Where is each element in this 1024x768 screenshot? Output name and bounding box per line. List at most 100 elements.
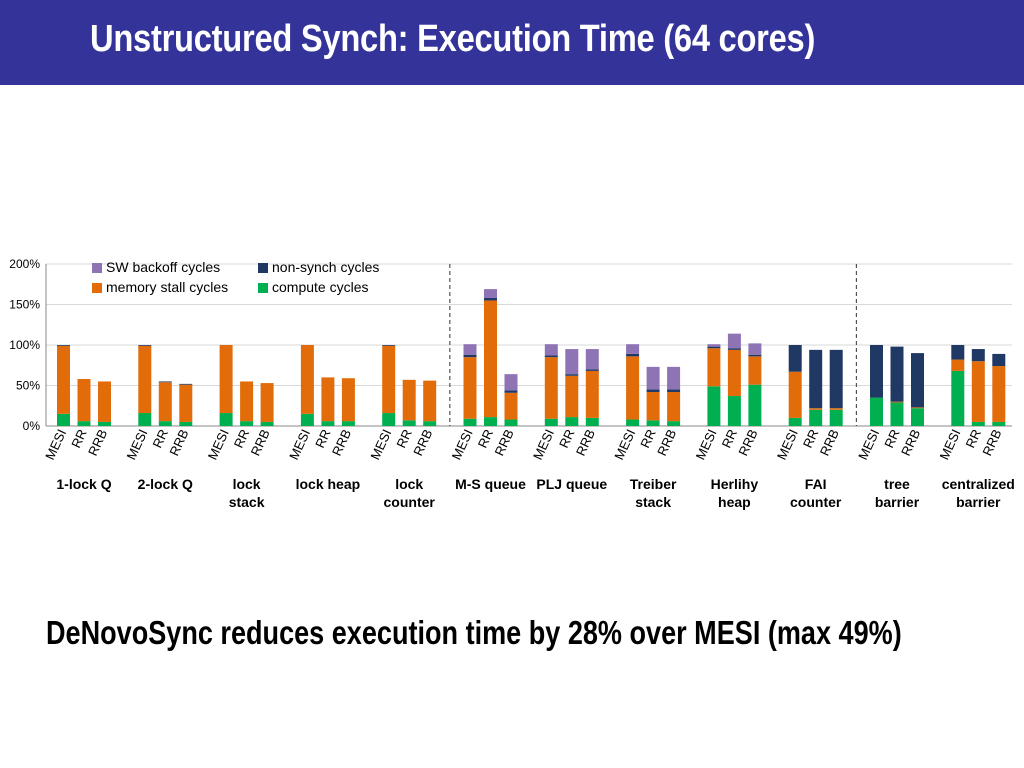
bar-segment-compute xyxy=(484,417,497,426)
bar-segment-non-synch xyxy=(809,349,823,409)
bar-segment-memory-stall xyxy=(402,379,416,421)
bar-segment-compute xyxy=(544,418,558,426)
config-label: RRB xyxy=(85,427,110,458)
group-label: M-S queue xyxy=(455,476,526,492)
bar-segment-compute xyxy=(667,421,681,426)
bar-segment-compute xyxy=(321,421,335,426)
y-axis-ticks: 0% 50% 100% 150% 200% xyxy=(9,257,40,433)
config-label: RR xyxy=(962,427,984,450)
bar-segment-non-synch xyxy=(911,353,924,408)
legend-label: SW backoff cycles xyxy=(106,259,220,275)
legend-label: non-synch cycles xyxy=(272,259,379,275)
bar-segment-compute xyxy=(158,421,172,426)
bar-segment-memory-stall xyxy=(667,391,681,422)
bar-segment-compute xyxy=(870,397,883,426)
config-label: RRB xyxy=(410,427,435,458)
config-label: RR xyxy=(556,427,578,450)
bar-segment-memory-stall xyxy=(565,375,579,418)
group-separators xyxy=(449,264,857,426)
config-label: MESI xyxy=(611,427,638,462)
bar-segment-compute xyxy=(423,421,437,426)
config-label: MESI xyxy=(449,427,476,462)
legend-label: memory stall cycles xyxy=(106,279,228,295)
config-label: MESI xyxy=(205,427,232,462)
bar-segment-compute xyxy=(402,420,416,426)
bar-segment-sw-backoff xyxy=(463,344,477,355)
bar-segment-memory-stall xyxy=(890,401,904,403)
config-label: RRB xyxy=(817,427,842,458)
bar-segment-memory-stall xyxy=(585,370,599,418)
bar-segment-compute xyxy=(626,419,640,426)
bar-segment-memory-stall xyxy=(463,357,477,419)
bar-segment-memory-stall xyxy=(300,345,314,414)
bar-segment-compute xyxy=(179,421,193,426)
group-label: stack xyxy=(229,494,265,510)
bar-segment-non-synch xyxy=(890,346,904,402)
bar-segment-memory-stall xyxy=(57,345,70,414)
bar-segment-non-synch xyxy=(138,345,152,346)
bar-segment-compute xyxy=(951,370,965,426)
legend-swatch xyxy=(258,263,268,273)
config-label: RRB xyxy=(492,427,517,458)
group-label: lock heap xyxy=(296,476,361,492)
y-tick-label: 0% xyxy=(23,419,41,433)
group-label: barrier xyxy=(956,494,1001,510)
bar-segment-compute xyxy=(890,402,904,426)
config-label: MESI xyxy=(123,427,150,462)
y-tick-label: 100% xyxy=(9,338,40,352)
config-label: MESI xyxy=(42,427,69,462)
bar-segment-memory-stall xyxy=(98,381,111,422)
bar-segment-compute xyxy=(77,421,91,426)
bar-segment-compute xyxy=(260,421,274,426)
group-label: stack xyxy=(635,494,671,510)
bar-segment-compute xyxy=(748,384,762,426)
title-bar: Unstructured Synch: Execution Time (64 c… xyxy=(0,0,1024,85)
bar-segment-non-synch xyxy=(179,383,193,385)
bar-segment-compute xyxy=(971,421,985,426)
bar-segment-memory-stall xyxy=(158,382,172,422)
config-label: MESI xyxy=(530,427,557,462)
bar-segment-non-synch xyxy=(870,345,883,398)
chart-legend: SW backoff cycles non-synch cycles memory … xyxy=(92,259,379,295)
config-label: MESI xyxy=(936,427,963,462)
legend-label: compute cycles xyxy=(272,279,368,295)
bar-segment-compute xyxy=(565,417,579,426)
group-label: 1-lock Q xyxy=(56,476,111,492)
bar-segment-compute xyxy=(727,396,741,426)
group-label: 2-lock Q xyxy=(138,476,193,492)
bar-segment-non-synch xyxy=(565,374,579,376)
bar-segment-compute xyxy=(341,421,355,426)
bar-segment-memory-stall xyxy=(219,345,233,414)
bar-segment-compute xyxy=(240,421,254,426)
bar-segment-memory-stall xyxy=(138,345,152,414)
bar-segment-sw-backoff xyxy=(626,344,640,354)
config-label: RR xyxy=(68,427,90,450)
bar-segment-non-synch xyxy=(504,390,518,393)
bar-segment-sw-backoff xyxy=(565,349,579,375)
group-label: lock xyxy=(395,476,423,492)
chart-gridlines xyxy=(45,263,1012,427)
config-label: MESI xyxy=(367,427,394,462)
bar-segment-memory-stall xyxy=(748,356,762,385)
bar-segment-compute xyxy=(138,413,152,426)
group-label: tree xyxy=(884,476,910,492)
y-tick-label: 150% xyxy=(9,298,40,312)
config-label: RRB xyxy=(898,427,923,458)
bar-segment-sw-backoff xyxy=(707,344,721,347)
slide-title: Unstructured Synch: Execution Time (64 c… xyxy=(90,18,816,60)
bar-segment-compute xyxy=(57,413,70,426)
bar-segment-non-synch xyxy=(544,355,558,358)
group-label: PLJ queue xyxy=(536,476,607,492)
legend-swatch xyxy=(92,283,102,293)
config-label: RR xyxy=(800,427,822,450)
bar-segment-compute xyxy=(300,413,314,426)
bar-segment-memory-stall xyxy=(423,380,437,422)
config-label: RR xyxy=(637,427,659,450)
bar-segment-non-synch xyxy=(158,381,172,383)
bar-segment-non-synch xyxy=(707,346,721,349)
bar-segment-non-synch xyxy=(57,345,70,346)
bar-segment-sw-backoff xyxy=(585,349,599,370)
bar-segment-compute xyxy=(809,409,823,426)
group-label: lock xyxy=(233,476,261,492)
